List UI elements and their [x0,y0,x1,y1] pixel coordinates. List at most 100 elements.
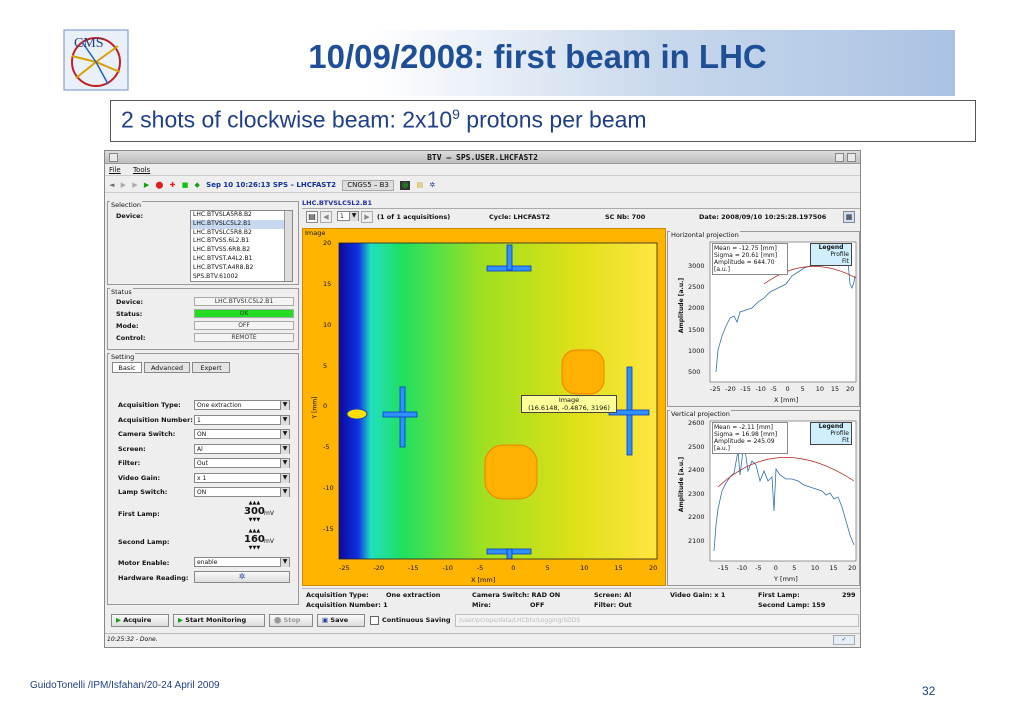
minimize-icon[interactable] [835,153,844,162]
device-list-scrollbar[interactable] [284,211,292,281]
setting-row-value: One extraction [197,402,242,409]
acq-count: (1 of 1 acquisitions) [377,213,451,221]
device-label: Device: [116,212,144,220]
chevron-down-icon: ▼ [349,212,358,221]
info-mire-label: Mire: [472,601,491,609]
acquire-button[interactable]: ▶ Acquire [111,614,169,627]
tab-advanced[interactable]: Advanced [144,362,190,373]
menu-file[interactable]: File [109,166,121,174]
second-lamp-spinner[interactable]: ▲▲▲ 160 ▼▼▼ [244,528,265,551]
monitor-icon: ▶ [178,616,186,624]
x-tick-label: 0 [511,564,516,572]
setting-row-value: x 1 [197,474,207,482]
device-list-item[interactable]: LHC.BTVSS.6R8.B2 [191,246,292,255]
settings-icon[interactable]: ✲ [429,181,436,189]
vertical-projection-panel: Vertical projection Mean = -2.11 [mm] Si… [667,410,860,586]
y-tick-label: 2500 [688,283,705,292]
x-tick-label: -5 [755,564,762,572]
second-lamp-value: 160 [244,534,265,545]
setting-row-combo[interactable]: One extraction ▼ [194,400,290,410]
next-acq-icon[interactable]: ▶ [361,211,373,223]
chevron-down-icon: ▼ [280,401,289,410]
folder-icon[interactable]: ▤ [416,181,424,189]
setting-row-label: Video Gain: [118,473,161,482]
info-acq-number: Acquisition Number: 1 [306,601,388,609]
x-tick-label: -5 [476,564,484,572]
skip-icon[interactable]: ▶ [132,181,138,189]
save-path-field[interactable]: /user/pcrops/data/LHCbtv/Logging/SDDS [455,614,859,627]
setting-row-combo[interactable]: ON ▼ [194,429,290,439]
slide-title: 10/09/2008: first beam in LHC [308,38,767,75]
step-back-icon[interactable]: ▶ [120,181,127,189]
device-list-item[interactable]: LHC.BTVSLC5R8.B2 [191,228,292,238]
x-tick-label: 10 [580,564,589,572]
setting-row-combo[interactable]: 1 ▼ [194,414,290,425]
subtitle-main: 2 shots of clockwise beam: 2x10 [121,106,453,133]
device-list-item[interactable]: LHC.BTVSLC5L2.B1 [191,219,292,229]
window-title: BTV – SPS.USER.LHCFAST2 [105,151,860,164]
device-list-item[interactable]: LHC.BTVSLA5R8.B2 [191,211,292,220]
back-icon[interactable]: ◄ [109,181,115,189]
stop-icon[interactable]: ⬤ [155,181,164,189]
second-lamp-label: Second Lamp: [118,538,170,546]
first-lamp-spinner[interactable]: ▲▲▲ 300 ▼▼▼ [244,500,265,523]
y-tick-label: 2400 [688,466,705,475]
green-square-icon[interactable]: ■ [181,181,189,189]
device-list-item[interactable]: LHC.BTVST.A4R8.B2 [191,263,292,273]
setting-panel: Setting Basic Advanced Expert Acquisitio… [107,353,299,605]
export-icon[interactable]: ▦ [843,211,855,223]
continuous-saving-checkbox[interactable] [370,616,379,625]
start-monitoring-button[interactable]: ▶ Start Monitoring [173,614,265,627]
hproj-stats: Mean = -12.75 [mm] Sigma = 20.61 [mm] Am… [712,243,788,275]
device-view-title: LHC.BTVSLC5L2.B1 [302,199,860,209]
stop-icon: ⬤ [274,616,284,624]
footer-text: GuidoTonelli /IPM/Isfahan/20-24 April 20… [30,680,220,691]
device-list[interactable]: LHC.BTVSLA5R8.B2 LHC.BTVSLC5L2.B1 LHC.BTVS… [190,210,293,282]
setting-row-label: Filter: [118,459,141,467]
info-screen: Screen: Al [594,591,632,599]
setting-row-combo[interactable]: Al ▼ [194,443,290,454]
motor-combo[interactable]: enable ▼ [194,557,290,567]
tab-basic[interactable]: Basic [112,362,142,373]
hproj-stat-amp: Amplitude = 644.70 [a.u.] [714,259,775,273]
check-icon[interactable]: ✓ [833,635,855,645]
maximize-icon[interactable] [847,153,856,162]
info-filter: Filter: Out [594,601,632,609]
chevron-down-icon: ▼ [280,558,289,567]
device-list-item[interactable]: LHC.BTVST.A4L2.B1 [191,254,292,264]
hardware-reading-button[interactable]: ✲ [194,571,290,583]
prev-acq-icon[interactable]: ◀ [320,211,332,223]
acq-page-combo[interactable]: 1 ▼ [337,211,359,221]
setting-row-label: Lamp Switch: [118,488,168,496]
tab-expert[interactable]: Expert [192,362,230,373]
add-icon[interactable]: ✚ [169,181,176,189]
setting-row-combo[interactable]: ON ▼ [194,487,290,497]
tooltip-title: Image [558,396,580,404]
setting-row-value: ON [197,489,207,496]
setting-row-combo[interactable]: Out ▼ [194,458,290,468]
info-acq-type-label: Acquisition Type: [306,591,369,599]
menu-tools[interactable]: Tools [132,166,151,174]
device-list-item[interactable]: LHC.BTVSS.6L2.B1 [191,237,292,247]
save-image-icon[interactable]: ▤ [306,211,318,223]
y-tick-label: 500 [688,368,701,376]
info-acq-type-value: One extraction [386,591,441,599]
vproj-legend-title: Legend [818,423,844,430]
vproj-title: Vertical projection [670,410,731,418]
x-tick-label: -15 [740,385,751,393]
device-list-item[interactable]: SPS.BTV.61002 [191,272,292,281]
camera-icon[interactable]: ◎ [400,180,411,190]
save-button[interactable]: ▣ Save [317,614,365,627]
first-lamp-unit: mV [264,510,274,517]
chevron-down-icon: ▼ [280,444,289,454]
chevron-down-icon: ▼ [280,430,289,439]
play-icon[interactable]: ▶ [143,181,150,189]
window-menu-icon[interactable] [109,153,118,162]
diamond-icon: ◆ [194,181,200,189]
image-panel: Image [302,228,666,586]
setting-row-combo[interactable]: x 1 ▼ [194,472,290,483]
vproj-xlabel: Y [mm] [774,575,798,583]
status-row-value: REMOTE [194,333,294,342]
setting-row-value: ON [197,431,207,438]
stop-button[interactable]: ⬤ Stop [269,614,313,627]
